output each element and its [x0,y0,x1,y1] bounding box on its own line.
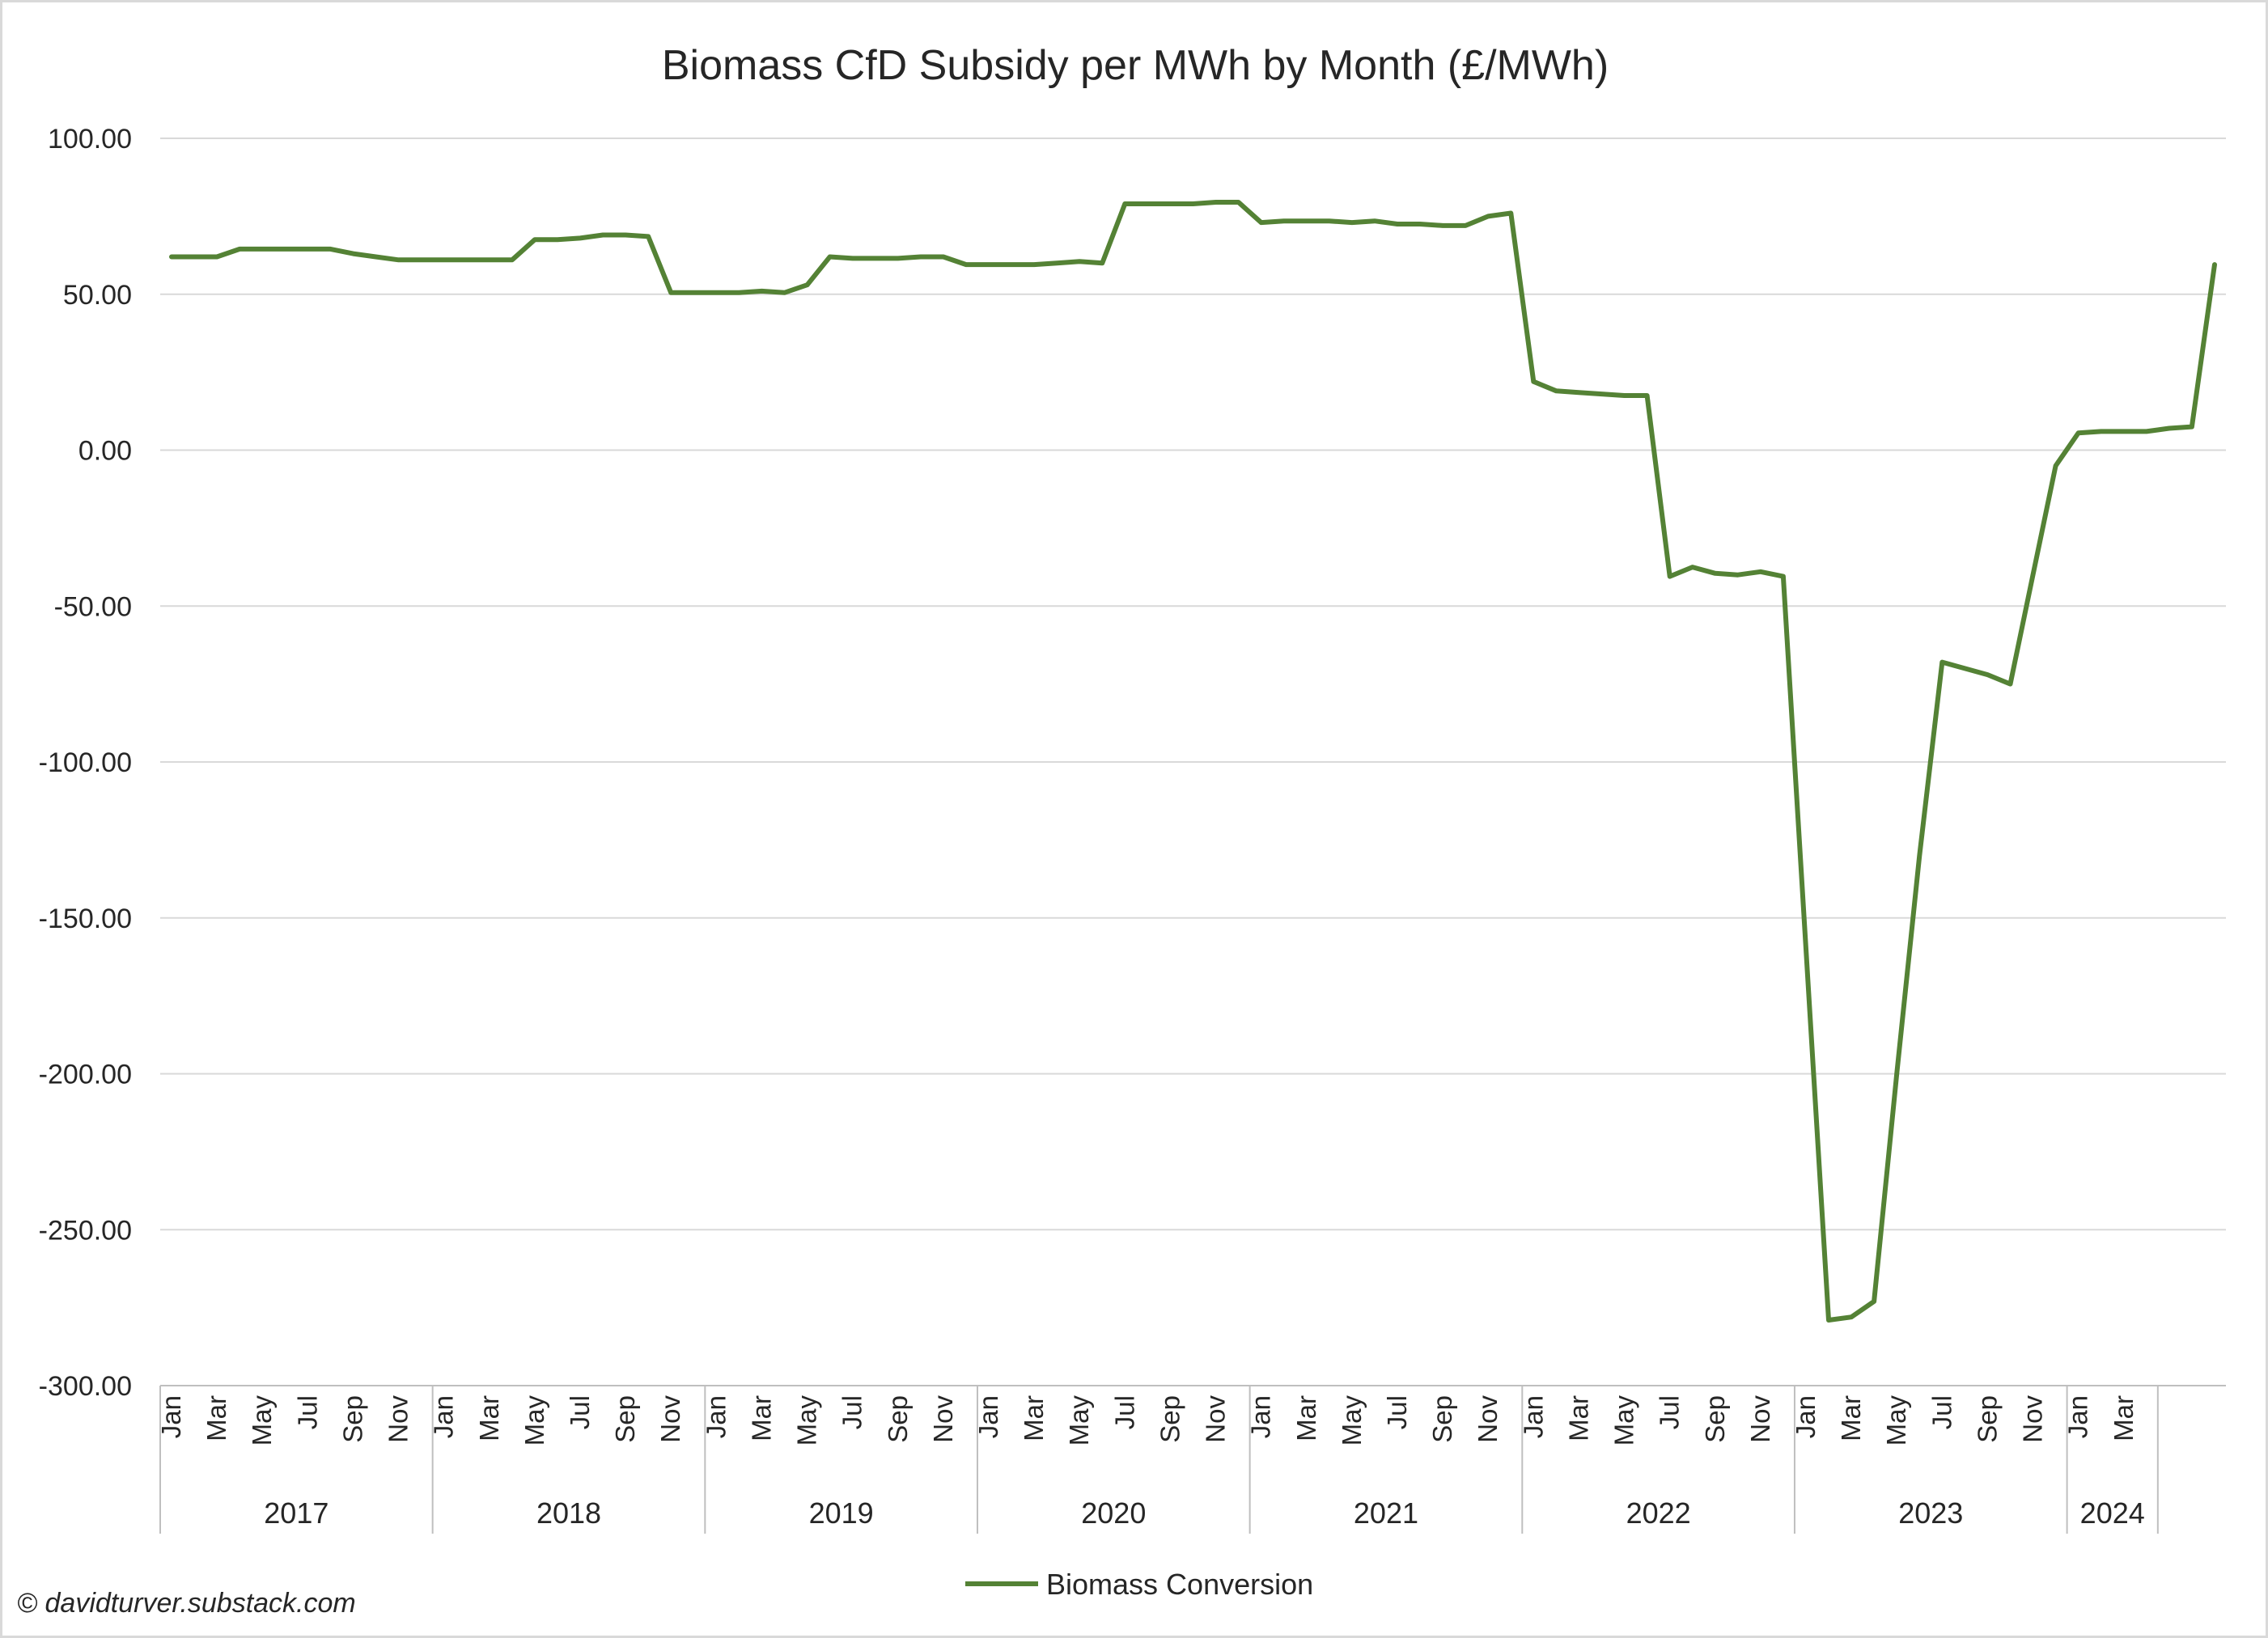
x-tick-label: Mar [474,1395,504,1441]
x-tick-label: Jul [1655,1395,1685,1429]
y-axis-ticks: 100.00 50.00 0.00 -50.00 -100.00 -150.00 -200.… [39,124,132,1402]
x-tick-label: May [519,1395,549,1446]
x-tick-label: Jan [1246,1395,1276,1438]
x-tick-label: Mar [746,1395,776,1441]
x-tick-label: Nov [1745,1395,1775,1443]
x-tick-label: Jul [565,1395,595,1429]
y-tick-label: -50.00 [54,591,132,622]
y-tick-label: -200.00 [39,1060,132,1090]
y-tick-label: 0.00 [78,436,132,467]
year-label: 2020 [1081,1496,1146,1530]
x-tick-label: Mar [1019,1395,1049,1441]
x-tick-label: Sep [337,1395,367,1443]
y-tick-label: 100.00 [48,124,132,154]
x-tick-label: Sep [610,1395,640,1443]
x-tick-label: Jan [156,1395,186,1438]
x-tick-label: May [1609,1395,1639,1446]
credit-text: © davidturver.substack.com [17,1588,356,1619]
x-tick-label: Mar [1836,1395,1866,1441]
x-tick-label: Jan [2063,1395,2093,1438]
series-line-biomass-conversion [169,200,2217,1323]
x-tick-label: Sep [1155,1395,1185,1443]
legend: Biomass Conversion [965,1568,1313,1601]
x-tick-label: Jan [1518,1395,1548,1438]
x-tick-label: Jan [701,1395,731,1438]
x-tick-label: Mar [201,1395,231,1441]
x-axis: Jan Mar May Jul Sep Nov 2017 Jan Mar May Jul Sep Nov… [156,1386,2159,1534]
x-tick-label: Nov [2018,1395,2048,1443]
y-tick-label: -100.00 [39,747,132,778]
y-tick-label: -300.00 [39,1371,132,1402]
x-tick-label: May [792,1395,822,1446]
year-label: 2023 [1898,1496,1963,1530]
y-tick-label: 50.00 [63,280,132,311]
x-tick-label: Sep [1972,1395,2002,1443]
x-tick-label: Nov [655,1395,685,1443]
x-tick-label: Nov [1473,1395,1503,1443]
x-tick-label: Mar [2109,1395,2139,1441]
x-tick-label: Mar [1563,1395,1593,1441]
x-tick-label: Jan [973,1395,1003,1438]
year-label: 2019 [809,1496,874,1530]
x-tick-label: May [1881,1395,1911,1446]
y-tick-label: -150.00 [39,904,132,934]
x-tick-label: Nov [1201,1395,1231,1443]
x-tick-label: Jul [292,1395,322,1429]
x-tick-label: May [247,1395,277,1446]
x-tick-label: Jul [837,1395,867,1429]
x-tick-label: May [1064,1395,1094,1446]
year-label: 2018 [536,1496,601,1530]
x-tick-label: Sep [1427,1395,1457,1443]
x-tick-label: Nov [384,1395,413,1443]
x-tick-label: Mar [1291,1395,1321,1441]
legend-label: Biomass Conversion [1046,1568,1313,1601]
year-label: 2022 [1626,1496,1691,1530]
year-label: 2024 [2080,1496,2145,1530]
year-label: 2021 [1354,1496,1418,1530]
x-tick-label: Sep [883,1395,913,1443]
grid-lines [160,138,2226,1386]
series-layer [169,200,2217,1323]
y-tick-label: -250.00 [39,1215,132,1246]
x-tick-label: Jul [1382,1395,1412,1429]
x-tick-label: Jan [1791,1395,1821,1438]
x-tick-label: Nov [928,1395,958,1443]
x-tick-label: Jul [1927,1395,1956,1429]
x-tick-label: Jul [1109,1395,1139,1429]
chart-title: Biomass CfD Subsidy per MWh by Month (£/… [662,42,1609,89]
x-tick-label: May [1337,1395,1367,1446]
x-tick-label: Jan [429,1395,459,1438]
year-label: 2017 [264,1496,329,1530]
x-tick-label: Sep [1700,1395,1730,1443]
